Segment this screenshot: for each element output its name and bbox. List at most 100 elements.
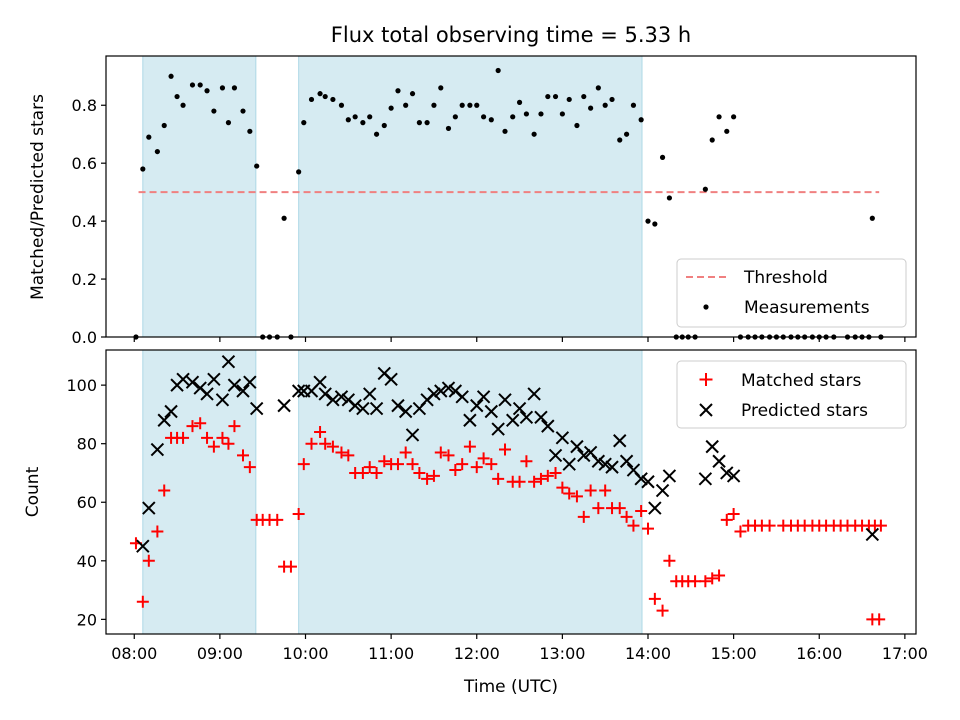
- top-measurements-point-84: [731, 114, 737, 120]
- bottom-matched-stars-point-60: [556, 481, 569, 494]
- bottom-predicted-stars-point-27: [356, 401, 370, 416]
- bottom-predicted-stars-point-21: [313, 375, 327, 389]
- bottom-matched-stars-point-70: [627, 519, 640, 532]
- top-measurements-point-63: [581, 93, 587, 100]
- bottom-predicted-stars-point-41: [455, 390, 469, 404]
- bottom-matched-stars-point-83: [720, 513, 733, 526]
- bottom-matched-stars-point-72: [641, 522, 654, 535]
- bottom-matched-stars-point-27: [319, 437, 332, 450]
- bottom-matched-stars-point-12: [216, 431, 229, 444]
- top-measurements-point-24: [301, 120, 307, 126]
- top-measurements-point-49: [481, 114, 487, 120]
- bottom-matched-stars-point-43: [434, 446, 447, 459]
- top-measurements-point-14: [231, 85, 238, 91]
- bottom-predicted-stars-point-48: [506, 413, 520, 427]
- bottom-predicted-stars-point-42: [463, 413, 477, 427]
- bottom-predicted-stars-point-23: [326, 393, 340, 407]
- bottom-matched-stars-point-104: [874, 519, 887, 532]
- bottom-matched-stars-point-40: [413, 466, 426, 479]
- top-measurements-point-37: [395, 88, 401, 94]
- bottom-shaded-interval-0: [142, 350, 256, 634]
- bottom-matched-stars-point-56: [528, 475, 541, 488]
- bottom-predicted-stars-point-32: [391, 398, 405, 413]
- figure-title: Flux total observing time = 5.33 h: [331, 23, 691, 47]
- top-panel-ratio: 0.0 0.2 0.4 0.6 0.8: [72, 55, 917, 347]
- bottom-matched-stars-point-79: [689, 575, 702, 588]
- bottom-predicted-stars-point-34: [405, 428, 420, 442]
- bottom-panel-counts: 20 40 60 80 100 08:00 09:00 10:00 11:00 12:00 13:0…: [66, 349, 928, 663]
- bottom-predicted-stars-point-55: [555, 431, 570, 445]
- bottom-matched-stars-point-49: [477, 452, 490, 465]
- top-y-tick-label-1: 0.2: [72, 270, 97, 289]
- top-measurements-point-53: [510, 114, 516, 120]
- top-measurements-point-25: [308, 96, 315, 103]
- top-measurements-point-40: [416, 120, 422, 126]
- bottom-matched-stars-point-24: [297, 458, 310, 471]
- bottom-predicted-stars-point-51: [527, 387, 541, 401]
- bottom-predicted-stars-point-63: [613, 434, 627, 448]
- bottom-matched-stars-point-63: [577, 510, 590, 523]
- bottom-predicted-stars-point-1: [142, 501, 156, 515]
- top-measurements-point-39: [409, 91, 416, 97]
- bottom-matched-stars-point-37: [391, 458, 404, 471]
- legend-predicted-label: Predicted stars: [741, 401, 868, 421]
- bottom-predicted-stars-point-57: [570, 439, 584, 454]
- top-measurements-point-26: [317, 91, 323, 97]
- top-y-tick-label-3: 0.6: [72, 154, 97, 173]
- bottom-x-tick-label-8: 16:00: [796, 644, 842, 663]
- legend-predicted-swatch: [699, 403, 713, 417]
- top-measurements-point-11: [211, 108, 217, 114]
- bottom-matched-stars-point-75: [663, 554, 676, 567]
- bottom-predicted-stars-point-38: [434, 384, 448, 398]
- legend-measurements-label: Measurements: [744, 298, 870, 318]
- bottom-x-tick-label-1: 09:00: [197, 644, 243, 663]
- top-measurements-point-71: [638, 117, 644, 123]
- legend-bottom-frame: [676, 360, 907, 429]
- bottom-predicted-stars-point-64: [619, 454, 634, 468]
- top-measurements-point-82: [716, 114, 722, 120]
- bottom-matched-stars-point-20: [271, 513, 284, 526]
- top-measurements-point-56: [531, 131, 537, 137]
- bottom-matched-stars-point-10: [201, 431, 214, 444]
- bottom-matched-stars-point-2: [142, 554, 155, 567]
- bottom-predicted-stars-point-53: [541, 419, 555, 433]
- bottom-matched-stars-point-41: [421, 472, 434, 485]
- bottom-matched-stars-point-44: [442, 449, 455, 462]
- top-measurements-point-6: [174, 93, 180, 100]
- top-y-axis-label: Matched/Predicted stars: [28, 94, 48, 300]
- bottom-matched-stars-point-26: [314, 425, 327, 438]
- bottom-predicted-stars-point-70: [662, 469, 677, 483]
- x-axis-label: Time (UTC): [463, 677, 558, 697]
- top-measurements-point-38: [403, 102, 409, 108]
- bottom-y-axis-label: Count: [23, 466, 43, 517]
- top-measurements-point-72: [645, 218, 651, 224]
- legend-top: Threshold Measurements: [676, 258, 907, 328]
- bottom-matched-stars-point-89: [763, 519, 776, 532]
- bottom-matched-stars-point-3: [151, 525, 164, 538]
- top-measurements-point-41: [424, 120, 430, 126]
- bottom-predicted-stars-point-28: [363, 387, 377, 401]
- bottom-predicted-stars-point-9: [200, 387, 214, 401]
- bottom-predicted-stars-point-54: [548, 448, 563, 463]
- bottom-y-tick-label-4: 100: [66, 376, 97, 395]
- top-measurements-point-81: [709, 137, 715, 143]
- bottom-predicted-stars-point-73: [712, 454, 726, 468]
- bottom-predicted-stars-point-22: [318, 387, 332, 401]
- bottom-predicted-stars-point-46: [491, 422, 505, 436]
- bottom-predicted-stars-point-58: [577, 448, 591, 463]
- legend-threshold-label: Threshold: [743, 268, 828, 288]
- top-measurements-point-17: [254, 163, 260, 169]
- top-measurements-point-58: [545, 93, 551, 100]
- top-measurements-point-23: [296, 169, 302, 175]
- top-y-tick-label-4: 0.8: [72, 96, 97, 115]
- top-measurements-point-75: [666, 195, 673, 201]
- bottom-predicted-stars-point-52: [534, 410, 548, 425]
- top-measurements-point-61: [566, 96, 572, 103]
- legend-measurements-swatch: [703, 304, 709, 310]
- top-measurements-point-54: [516, 99, 523, 105]
- bottom-predicted-stars-point-14: [236, 384, 250, 398]
- top-measurements-point-65: [595, 85, 601, 91]
- top-measurements-point-103: [869, 215, 875, 221]
- top-measurements-point-4: [161, 122, 167, 129]
- bottom-matched-stars-point-13: [222, 437, 235, 450]
